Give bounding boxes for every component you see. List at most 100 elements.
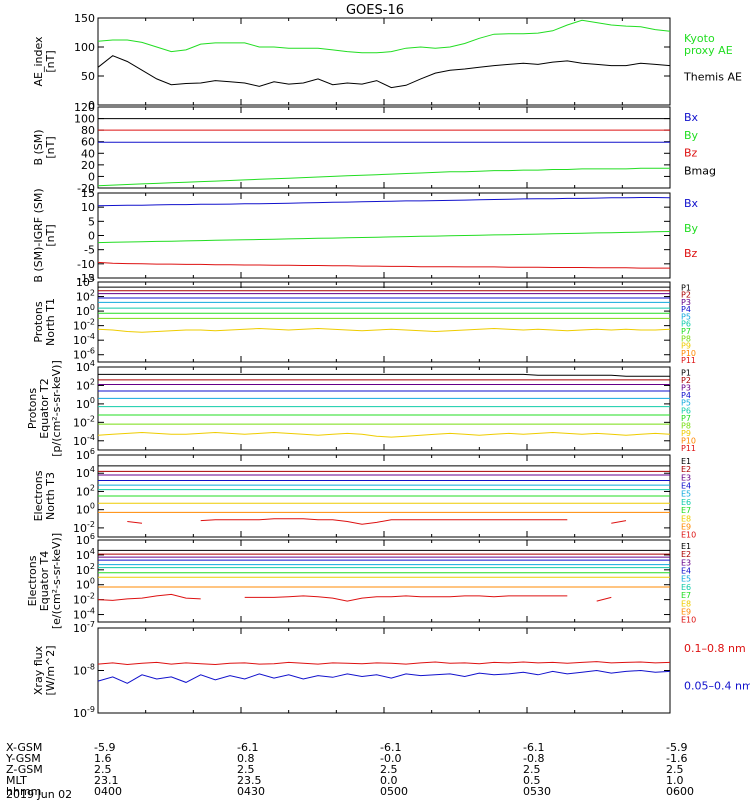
y-tick-label: 104: [76, 359, 95, 374]
footer-value: 1.6: [94, 752, 112, 765]
y-tick-label: 104: [76, 547, 95, 562]
legend-p1: P1: [681, 283, 691, 292]
legend-e10: E10: [681, 616, 696, 625]
y-tick-label: 100: [76, 502, 95, 517]
legend-e1: E1: [681, 542, 691, 551]
legend-e10: E10: [681, 531, 696, 540]
legend-bx: Bx: [684, 111, 699, 124]
footer-value: -0.8: [523, 752, 544, 765]
y-tick-label: 104: [76, 274, 95, 289]
legend-p8: P8: [681, 334, 691, 343]
legend-p9: P9: [681, 342, 691, 351]
y-axis-label: ProtonsNorth T1: [32, 298, 57, 346]
legend-e5: E5: [681, 575, 691, 584]
y-tick-label: 150: [74, 12, 95, 25]
panel-frame: [97, 17, 671, 106]
panel-5: 10-4 10-2 100 102 104 ProtonsEquator T2[p/(cm…: [26, 359, 696, 457]
legend-p1: P1: [681, 369, 691, 378]
y-tick-label: 106: [76, 532, 95, 547]
legend-0-1-0-8-nm: 0.1–0.8 nm: [684, 642, 746, 655]
legend-bz: Bz: [684, 247, 698, 260]
footer-value: 23.1: [94, 774, 119, 787]
y-tick-label: 102: [76, 562, 95, 577]
y-axis-label: AE_index[nT]: [32, 36, 57, 87]
legend-e6: E6: [681, 498, 691, 507]
y-tick-label: 102: [76, 289, 95, 304]
y-tick-label: 0: [88, 99, 95, 112]
y-tick-label: 10-2: [73, 318, 95, 333]
series-line-p9: [97, 431, 671, 438]
legend-bz: Bz: [684, 147, 698, 160]
legend-p7: P7: [681, 327, 691, 336]
footer-value: 2.5: [380, 763, 398, 776]
legend-p10: P10: [681, 349, 696, 358]
footer-value: -6.1: [237, 741, 258, 754]
footer-value: 0600: [666, 785, 694, 798]
series-line-e10: [127, 518, 627, 525]
plot-title: GOES-16: [346, 3, 404, 18]
footer-value: 0400: [94, 785, 122, 798]
legend-p5: P5: [681, 312, 691, 321]
y-tick-label: -20: [77, 182, 95, 195]
legend-p4: P4: [681, 391, 691, 400]
series-line-bx: [97, 197, 671, 207]
legend-e2: E2: [681, 465, 691, 474]
footer-value: 0500: [380, 785, 408, 798]
y-tick-label: 60: [81, 136, 95, 149]
footer-value: 0.8: [237, 752, 255, 765]
y-tick-label: 50: [81, 70, 95, 83]
series-line-p1: [98, 373, 670, 377]
legend-e9: E9: [681, 608, 691, 617]
y-tick-label: -15: [77, 272, 95, 285]
footer-label-0: X-GSM: [6, 741, 42, 754]
legend-p11: P11: [681, 444, 696, 453]
panel-frame: [97, 106, 671, 189]
y-tick-label: -5: [84, 244, 95, 257]
legend-0-05-0-4-nm: 0.05–0.4 nm: [684, 680, 750, 693]
legend-themis-ae: Themis AE: [683, 71, 742, 84]
y-tick-label: 10-2: [73, 592, 95, 607]
footer-value: 23.5: [237, 774, 262, 787]
legend-p3: P3: [681, 384, 691, 393]
legend-p11: P11: [681, 356, 696, 365]
footer-label-4: hhmm: [6, 785, 41, 798]
legend-p3: P3: [681, 298, 691, 307]
footer-value: 1.0: [666, 774, 684, 787]
y-tick-label: 80: [81, 124, 95, 137]
legend-e5: E5: [681, 490, 691, 499]
footer-value: -6.1: [523, 741, 544, 754]
footer-label-2: Z-GSM: [6, 763, 43, 776]
legend-p8: P8: [681, 421, 691, 430]
legend-e4: E4: [681, 567, 691, 576]
y-tick-label: 100: [76, 396, 95, 411]
y-tick-label: 100: [76, 303, 95, 318]
legend-bmag: Bmag: [684, 164, 716, 177]
series-line-by: [97, 167, 670, 187]
panel-1: 0 50 100 150 AE_index[nT] Kyoto proxy AE Themis…: [32, 12, 742, 112]
y-axis-label: B (SM)[nT]: [32, 129, 57, 165]
y-tick-label: 10-7: [73, 620, 95, 635]
legend-by: By: [684, 222, 699, 235]
legend-e7: E7: [681, 506, 691, 515]
series-line-themis-ae: [97, 55, 671, 89]
footer-value: 0530: [523, 785, 551, 798]
footer-label-1: Y-GSM: [5, 752, 41, 765]
series-line-e10: [97, 593, 612, 602]
footer-value: 0430: [237, 785, 265, 798]
y-tick-label: 0: [88, 170, 95, 183]
footer-label-3: MLT: [6, 774, 27, 787]
panel-frame: [97, 192, 671, 279]
legend-p5: P5: [681, 399, 691, 408]
y-tick-label: 10-4: [73, 332, 95, 347]
y-tick-label: 40: [81, 147, 95, 160]
y-tick-label: 100: [74, 41, 95, 54]
panel-8: 10-9 10-8 10-7 Xray flux[W/m^2] 0.1–0.8 nm 0.…: [32, 620, 750, 720]
legend-e8: E8: [681, 599, 691, 608]
legend-by: By: [684, 129, 699, 142]
panel-frame: [97, 627, 671, 714]
legend-p4: P4: [681, 305, 691, 314]
y-tick-label: 120: [74, 101, 95, 114]
